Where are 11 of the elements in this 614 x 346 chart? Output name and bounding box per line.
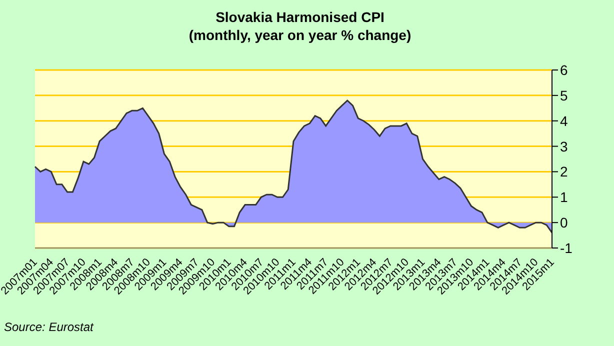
- y-tick-label: 3: [560, 138, 568, 154]
- y-tick-label: 4: [560, 112, 568, 129]
- source-note: Source: Eurostat: [4, 320, 94, 334]
- y-tick-label: 1: [560, 189, 568, 206]
- y-tick-label: 2: [560, 164, 568, 180]
- y-tick-label: -1: [560, 240, 573, 256]
- y-tick-label: 6: [560, 62, 568, 78]
- y-tick-label: 5: [560, 87, 568, 104]
- y-tick-label: 0: [560, 214, 568, 231]
- chart-title: Slovakia Harmonised CPI: [214, 8, 386, 26]
- chart-subtitle: (monthly, year on year % change): [188, 26, 412, 44]
